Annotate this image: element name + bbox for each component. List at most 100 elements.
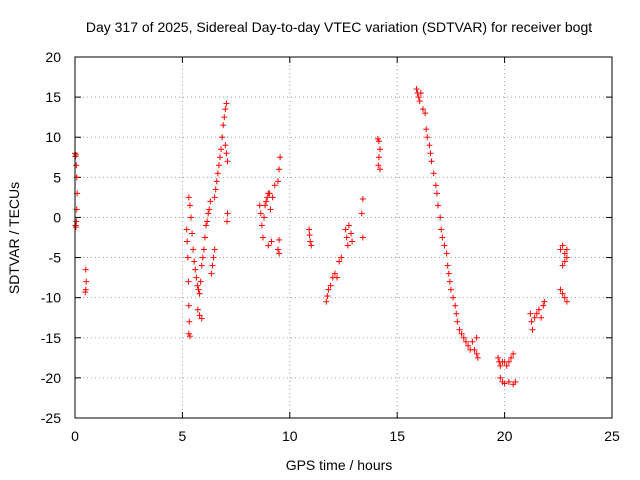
data-point xyxy=(540,302,547,309)
data-point xyxy=(377,146,384,153)
data-point xyxy=(213,178,220,185)
data-point xyxy=(214,170,221,177)
data-point xyxy=(561,294,568,301)
data-point xyxy=(323,298,330,305)
data-point xyxy=(345,222,352,229)
data-point xyxy=(503,362,510,369)
data-point xyxy=(224,210,231,217)
data-point xyxy=(277,154,284,161)
data-point xyxy=(266,190,273,197)
data-point xyxy=(210,254,217,261)
data-point xyxy=(258,222,265,229)
data-point xyxy=(196,290,203,297)
data-point xyxy=(184,238,191,245)
data-point xyxy=(186,202,193,209)
data-point xyxy=(190,246,197,253)
data-point xyxy=(508,354,515,361)
chart-title: Day 317 of 2025, Sidereal Day-to-day VTE… xyxy=(86,19,592,35)
data-point xyxy=(276,236,283,243)
data-point xyxy=(221,114,228,121)
data-point xyxy=(435,202,442,209)
data-point xyxy=(195,286,202,293)
data-point xyxy=(501,380,508,387)
grid xyxy=(75,57,612,418)
data-point xyxy=(256,202,263,209)
data-point xyxy=(423,126,430,133)
data-point xyxy=(432,182,439,189)
data-point xyxy=(344,242,351,249)
data-point xyxy=(224,158,231,165)
data-point xyxy=(454,318,461,325)
data-point xyxy=(257,210,264,217)
data-point xyxy=(223,100,230,107)
data-point xyxy=(557,246,564,253)
data-point xyxy=(198,315,205,322)
data-point xyxy=(82,289,89,296)
data-point xyxy=(375,162,382,169)
data-point xyxy=(327,282,334,289)
data-point xyxy=(424,134,431,141)
data-point xyxy=(83,278,90,285)
data-point xyxy=(338,254,345,261)
data-point xyxy=(445,270,452,277)
data-point xyxy=(427,150,434,157)
data-point xyxy=(471,346,478,353)
data-point xyxy=(324,293,331,300)
data-point xyxy=(359,195,366,202)
data-point xyxy=(512,378,519,385)
data-point xyxy=(430,170,437,177)
x-tick-label: 25 xyxy=(604,428,620,444)
data-point xyxy=(306,226,313,233)
data-point xyxy=(559,290,566,297)
data-point xyxy=(561,258,568,265)
data-point xyxy=(212,186,219,193)
data-point xyxy=(73,218,80,225)
data-point xyxy=(265,242,272,249)
data-point xyxy=(541,298,548,305)
data-point xyxy=(529,326,536,333)
data-point xyxy=(73,162,80,169)
y-tick-label: 0 xyxy=(53,209,61,225)
data-point xyxy=(444,262,451,269)
data-point xyxy=(419,106,426,113)
data-point xyxy=(348,230,355,237)
y-tick-label: -10 xyxy=(41,290,61,306)
data-point xyxy=(417,90,424,97)
data-point xyxy=(336,258,343,265)
axis-ticks xyxy=(74,56,613,419)
data-point xyxy=(201,234,208,241)
y-tick-label: 10 xyxy=(45,129,61,145)
data-point xyxy=(211,194,218,201)
data-point xyxy=(268,238,275,245)
data-point xyxy=(200,246,207,253)
data-point xyxy=(183,226,190,233)
data-point xyxy=(199,254,206,261)
data-point xyxy=(458,330,465,337)
data-point xyxy=(473,334,480,341)
x-tick-label: 0 xyxy=(71,428,79,444)
x-tick-label: 10 xyxy=(282,428,298,444)
data-point xyxy=(497,362,504,369)
data-point xyxy=(497,374,504,381)
data-point xyxy=(531,314,538,321)
data-point xyxy=(563,298,570,305)
data-point xyxy=(428,158,435,165)
data-point xyxy=(206,206,213,213)
data-point xyxy=(441,242,448,249)
data-point xyxy=(267,206,274,213)
y-tick-label: -15 xyxy=(41,330,61,346)
data-points xyxy=(72,86,570,388)
data-point xyxy=(271,182,278,189)
data-point xyxy=(264,194,271,201)
data-point xyxy=(308,242,315,249)
x-tick-label: 15 xyxy=(389,428,405,444)
data-point xyxy=(452,302,459,309)
y-tick-label: 20 xyxy=(45,49,61,65)
y-tick-label: -5 xyxy=(49,250,62,266)
data-point xyxy=(377,166,384,173)
data-point xyxy=(191,258,198,265)
data-point xyxy=(331,270,338,277)
data-point xyxy=(196,312,203,319)
data-point xyxy=(259,234,266,241)
